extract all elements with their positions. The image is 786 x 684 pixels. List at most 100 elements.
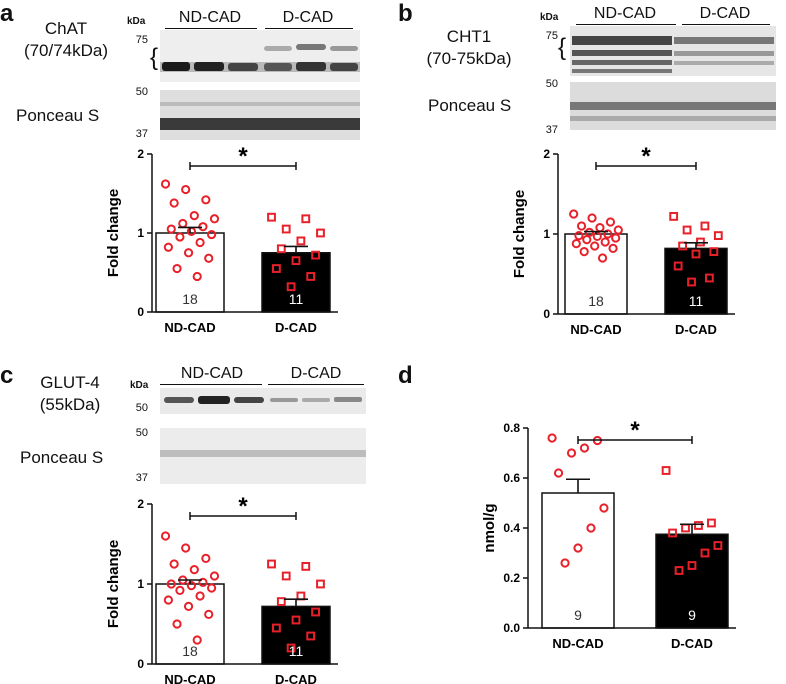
data-point <box>595 223 605 233</box>
group-line <box>160 384 262 385</box>
y-tick-label: 0 <box>137 657 144 671</box>
data-point <box>582 235 592 245</box>
group-label-d-cad: D-CAD <box>290 365 342 382</box>
data-point <box>272 264 281 273</box>
data-point <box>296 591 306 601</box>
data-point <box>316 228 325 238</box>
data-point <box>198 577 208 588</box>
data-point <box>704 273 714 283</box>
group-line <box>268 384 364 385</box>
y-tick-label: 0.8 <box>503 421 520 435</box>
data-point <box>301 214 311 224</box>
group-label-d-cad: D-CAD <box>699 5 751 22</box>
band-bracket: { <box>558 34 567 61</box>
data-point <box>547 433 557 443</box>
data-point <box>204 253 214 263</box>
bar-chart-c: 18 11 0 1 2 Fold change ND-CAD D-CAD * <box>105 494 338 684</box>
y-tick-label: 1 <box>543 227 550 241</box>
data-point <box>694 521 703 530</box>
data-point <box>172 263 182 274</box>
ponceau-label-a: Ponceau S <box>16 106 100 125</box>
protein-name: CHT1 <box>446 27 492 46</box>
group-label-nd-cad: ND-CAD <box>180 365 244 382</box>
group-line <box>265 28 353 29</box>
data-point <box>181 184 191 195</box>
data-point <box>669 212 679 221</box>
data-point <box>169 198 179 208</box>
western-blot-cht1 <box>570 26 776 76</box>
protein-size: (55kDa) <box>39 395 101 414</box>
panel-label-d: d <box>398 362 413 389</box>
bar-chart-a: 18 11 0 1 2 Fold change ND-CAD D-CAD * <box>105 143 338 335</box>
x-tick-label: D-CAD <box>275 672 317 684</box>
x-tick-label: ND-CAD <box>552 636 603 651</box>
data-point <box>674 566 684 575</box>
protein-size: (70/74kDa) <box>23 41 109 60</box>
data-point <box>189 565 199 575</box>
data-point <box>178 218 188 229</box>
data-point <box>678 241 688 251</box>
y-tick-label: 0.6 <box>503 471 520 485</box>
n-label: 18 <box>182 291 198 307</box>
mw-marker: 37 <box>135 128 148 140</box>
data-point <box>209 214 220 224</box>
ponceau-label-c: Ponceau S <box>20 448 104 467</box>
data-point <box>204 609 214 620</box>
data-point <box>175 232 185 242</box>
y-tick-label: 0 <box>543 307 550 321</box>
mw-marker: 50 <box>545 78 558 90</box>
bar-d-cad <box>664 247 728 315</box>
ponceau-blot-c <box>160 428 366 484</box>
data-point <box>700 548 710 558</box>
data-point <box>306 631 316 641</box>
western-blot-chat <box>160 30 360 82</box>
data-point <box>207 583 217 593</box>
data-point <box>183 601 194 612</box>
protein-size: (70-75kDa) <box>426 49 512 68</box>
data-point <box>590 241 600 251</box>
mw-marker: 37 <box>135 472 148 484</box>
bar-chart-b: 18 11 0 1 2 Fold change ND-CAD D-CAD * <box>511 143 735 337</box>
band-bracket: { <box>150 44 159 71</box>
x-tick-label: D-CAD <box>275 320 317 335</box>
y-tick-label: 0.0 <box>503 621 520 635</box>
data-point <box>560 558 570 568</box>
panel-label-c: c <box>0 362 14 389</box>
data-point <box>201 195 211 205</box>
bar-d-cad <box>261 252 331 313</box>
n-label: 18 <box>588 293 604 309</box>
data-point <box>166 579 176 589</box>
bar-nd-cad <box>155 232 225 313</box>
data-point <box>574 231 584 241</box>
group-label-d-cad: D-CAD <box>282 9 334 26</box>
data-point <box>700 221 710 231</box>
data-point <box>579 247 589 257</box>
data-point <box>573 543 583 553</box>
group-line <box>165 28 257 29</box>
data-point <box>276 597 286 606</box>
data-point <box>599 503 609 513</box>
data-point <box>192 635 202 645</box>
protein-label-b: CHT1 (70-75kDa) <box>410 26 528 70</box>
significance-star: * <box>641 143 651 170</box>
data-point <box>209 571 220 581</box>
y-tick-label: 0.2 <box>503 571 520 585</box>
ponceau-blot-a <box>160 90 360 140</box>
n-label: 9 <box>574 607 582 623</box>
data-point <box>311 607 320 617</box>
data-point <box>569 209 579 219</box>
data-point <box>286 282 296 292</box>
data-point <box>571 239 581 249</box>
data-point <box>687 277 696 287</box>
data-point <box>603 229 613 239</box>
x-tick-label: D-CAD <box>671 636 713 651</box>
kda-label-a: kDa <box>127 16 146 27</box>
kda-label-b: kDa <box>540 12 559 23</box>
y-tick-label: 0.4 <box>503 521 520 535</box>
data-point <box>195 237 205 248</box>
data-point <box>267 559 276 569</box>
significance-star: * <box>630 417 640 444</box>
data-point <box>316 579 325 589</box>
data-point <box>296 236 306 246</box>
significance-star: * <box>238 143 248 170</box>
